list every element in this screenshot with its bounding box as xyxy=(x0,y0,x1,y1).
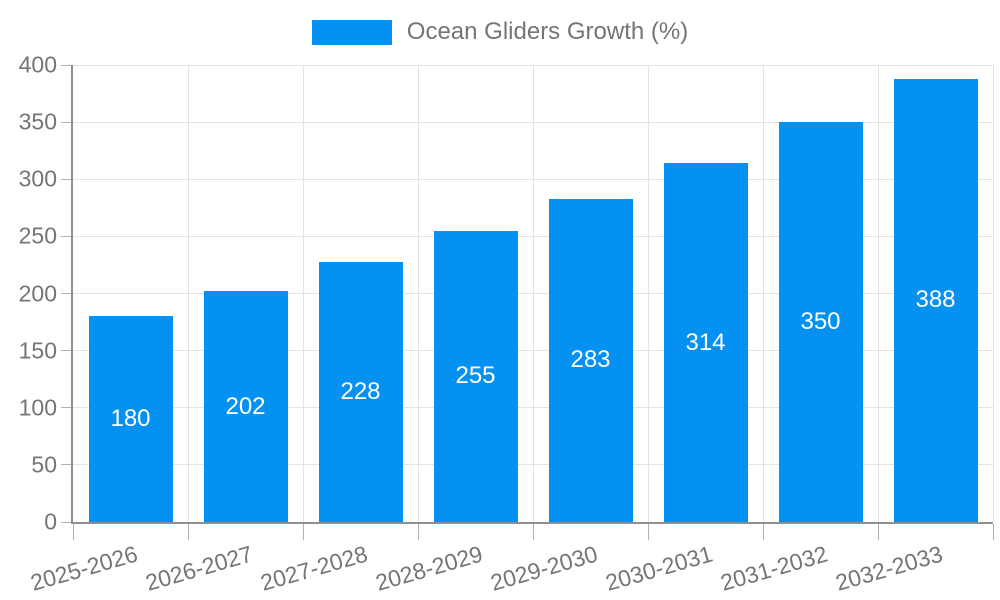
x-gridline xyxy=(417,65,419,522)
x-gridline xyxy=(302,65,304,522)
y-axis-tick xyxy=(61,235,71,237)
x-axis-tick xyxy=(187,524,189,540)
bar-value-label: 180 xyxy=(110,405,151,433)
bar-2025-2026[interactable]: 180 xyxy=(88,316,173,522)
y-axis-label: 200 xyxy=(18,280,57,306)
y-axis-label: 350 xyxy=(18,108,57,135)
bar-value-label: 202 xyxy=(225,392,266,420)
bar-2032-2033[interactable]: 388 xyxy=(893,78,978,522)
bar-value-label: 255 xyxy=(455,362,496,390)
y-axis-tick xyxy=(61,407,71,409)
x-gridline xyxy=(532,65,534,522)
x-axis-tick xyxy=(647,524,649,540)
plot-area: 0 50 100 150 200 250 300 350 400 180 2025-2026 202 2… xyxy=(19,53,994,596)
chart-legend[interactable]: Ocean Gliders Growth (%) xyxy=(0,18,1000,46)
x-gridline xyxy=(647,65,649,522)
y-axis-tick xyxy=(61,464,71,466)
bar-2026-2027[interactable]: 202 xyxy=(203,291,288,522)
y-axis-tick xyxy=(61,64,71,66)
bar-2031-2032[interactable]: 350 xyxy=(778,122,863,522)
x-axis-tick xyxy=(532,524,534,540)
bar-value-label: 350 xyxy=(800,308,841,336)
bar-2030-2031[interactable]: 314 xyxy=(663,163,748,522)
y-axis-tick xyxy=(61,121,71,123)
y-axis-label: 150 xyxy=(18,337,57,364)
x-axis-tick xyxy=(72,524,74,540)
x-axis-tick xyxy=(877,524,879,540)
y-axis-tick xyxy=(61,521,71,523)
x-gridline xyxy=(877,65,879,522)
y-axis-label: 300 xyxy=(18,165,57,192)
x-gridline xyxy=(762,65,764,522)
x-axis-tick xyxy=(417,524,419,540)
y-axis-tick xyxy=(61,293,71,294)
y-axis-label: 250 xyxy=(18,222,57,249)
bar-value-label: 314 xyxy=(685,328,726,356)
bar-2029-2030[interactable]: 283 xyxy=(548,198,633,522)
legend-label: Ocean Gliders Growth (%) xyxy=(406,18,689,45)
x-gridline xyxy=(992,65,994,522)
x-axis-tick xyxy=(302,524,304,540)
y-axis-label: 0 xyxy=(44,508,57,535)
y-axis-label: 400 xyxy=(18,51,57,78)
bar-2027-2028[interactable]: 228 xyxy=(318,261,403,522)
y-axis-tick xyxy=(61,178,71,180)
bar-value-label: 283 xyxy=(570,346,611,374)
bar-2028-2029[interactable]: 255 xyxy=(433,230,518,522)
y-axis-label: 100 xyxy=(18,394,57,421)
x-axis-tick xyxy=(762,524,764,540)
bar-value-label: 388 xyxy=(915,286,956,314)
x-gridline xyxy=(187,65,189,522)
x-axis-tick xyxy=(992,524,994,540)
legend-swatch xyxy=(311,19,392,45)
y-axis-tick xyxy=(61,350,71,352)
y-axis-label: 50 xyxy=(31,451,57,478)
bar-value-label: 228 xyxy=(340,377,381,405)
